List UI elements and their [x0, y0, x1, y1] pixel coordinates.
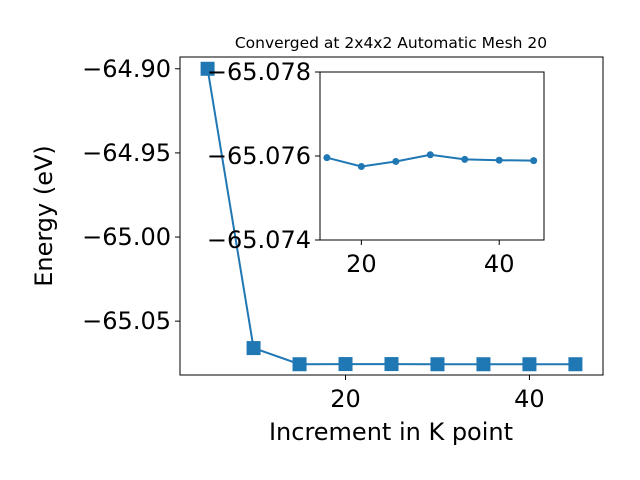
- main-xtick-label: 40: [514, 385, 545, 413]
- main-data-point: [338, 357, 353, 372]
- main-data-point: [522, 357, 537, 372]
- main-data-point: [292, 357, 307, 372]
- x-axis-label: Increment in K point: [269, 418, 513, 446]
- main-y-axis: −64.90 −64.95 −65.00 −65.05: [82, 55, 180, 335]
- chart-title: Converged at 2x4x2 Automatic Mesh 20: [235, 34, 547, 52]
- main-x-axis: 20 40: [330, 375, 545, 413]
- inset-series: [323, 151, 538, 170]
- inset-y-axis: −65.078 −65.076 −65.074: [207, 58, 320, 254]
- main-data-point: [246, 341, 261, 356]
- inset-data-point: [530, 157, 538, 165]
- inset-data-point: [357, 163, 365, 170]
- main-series: [200, 61, 583, 372]
- inset-data-point: [461, 155, 469, 163]
- inset-ytick-label: −65.074: [207, 226, 311, 254]
- inset-ytick-label: −65.078: [207, 58, 311, 86]
- inset-data-point: [392, 157, 400, 165]
- main-ytick-label: −64.90: [82, 55, 171, 83]
- main-data-point: [200, 61, 215, 76]
- main-ytick-label: −65.05: [82, 307, 171, 335]
- main-data-point: [476, 357, 491, 372]
- inset-x-axis: 20 40: [346, 240, 514, 278]
- main-xtick-label: 20: [330, 385, 361, 413]
- y-axis-label: Energy (eV): [30, 145, 58, 287]
- inset-data-point: [426, 151, 434, 159]
- main-plot-frame: [179, 56, 604, 376]
- inset-xtick-label: 40: [484, 250, 515, 278]
- inset-data-point: [495, 156, 503, 164]
- main-data-point: [430, 357, 445, 372]
- inset-data-point: [323, 154, 331, 162]
- main-data-point: [384, 357, 399, 372]
- inset-ytick-label: −65.076: [207, 142, 311, 170]
- inset-xtick-label: 20: [346, 250, 377, 278]
- main-ytick-label: −65.00: [82, 223, 171, 251]
- main-data-point: [568, 357, 583, 372]
- main-ytick-label: −64.95: [82, 139, 171, 167]
